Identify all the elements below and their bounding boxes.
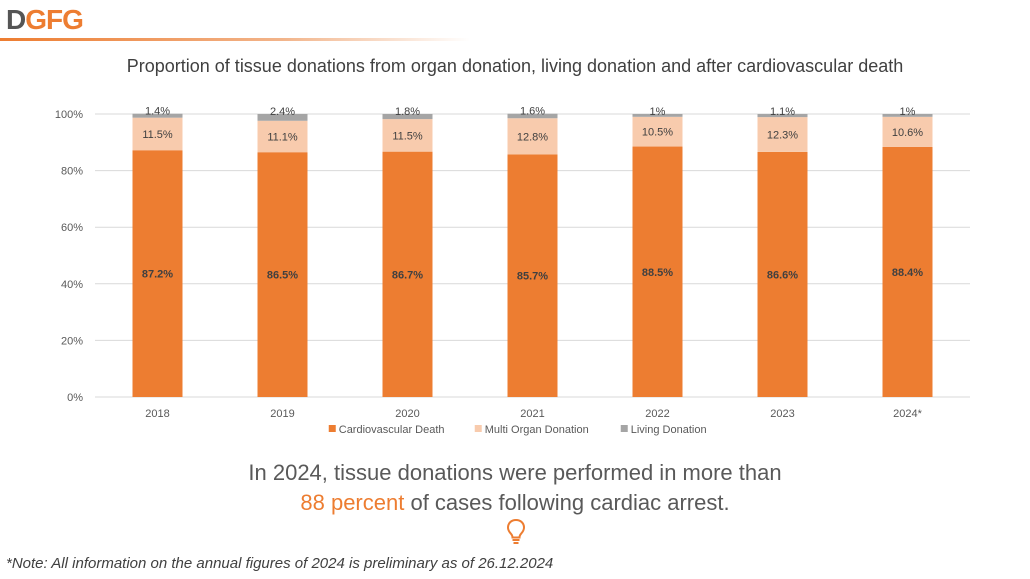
y-tick-label: 100% bbox=[55, 109, 83, 121]
statement-highlight: 88 percent bbox=[300, 490, 405, 515]
bar-segment bbox=[507, 154, 558, 397]
y-tick-label: 80% bbox=[61, 166, 83, 178]
bar-segment bbox=[632, 116, 683, 147]
x-tick-label: 2023 bbox=[770, 408, 794, 420]
data-label: 1% bbox=[900, 106, 916, 118]
bar-segment bbox=[632, 114, 683, 117]
x-tick-label: 2019 bbox=[270, 408, 294, 420]
bar-segment bbox=[257, 114, 308, 121]
bar-segment bbox=[882, 116, 933, 147]
data-label: 12.3% bbox=[767, 130, 798, 142]
x-tick-label: 2024* bbox=[893, 408, 922, 420]
dgfg-logo: DGFG bbox=[6, 4, 84, 36]
data-label: 86.7% bbox=[392, 269, 423, 281]
legend-label: Living Donation bbox=[631, 424, 707, 436]
bar-segment bbox=[382, 119, 433, 152]
data-label: 10.6% bbox=[892, 127, 923, 139]
bar-segment bbox=[257, 120, 308, 153]
x-tick-label: 2018 bbox=[145, 408, 169, 420]
legend-swatch bbox=[474, 425, 482, 432]
data-label: 10.5% bbox=[642, 127, 673, 139]
logo-underline bbox=[0, 38, 470, 41]
data-label: 86.6% bbox=[767, 269, 798, 281]
data-label: 1.1% bbox=[770, 106, 795, 118]
legend-swatch bbox=[328, 425, 336, 432]
bar-segment bbox=[882, 146, 933, 397]
logo-letter-d: D bbox=[6, 4, 26, 35]
x-tick-label: 2021 bbox=[520, 408, 544, 420]
y-tick-label: 20% bbox=[61, 335, 83, 347]
lightbulb-icon bbox=[506, 518, 526, 544]
data-label: 88.5% bbox=[642, 267, 673, 279]
legend-swatch bbox=[620, 425, 628, 432]
data-label: 1.8% bbox=[395, 106, 420, 118]
bar-segment bbox=[257, 152, 308, 397]
data-label: 86.5% bbox=[267, 270, 298, 282]
logo-letters-gfg: GFG bbox=[25, 4, 84, 35]
y-tick-label: 0% bbox=[67, 392, 83, 404]
data-label: 85.7% bbox=[517, 271, 548, 283]
y-tick-label: 40% bbox=[61, 279, 83, 291]
statement-line-2: 88 percent of cases following cardiac ar… bbox=[0, 488, 1030, 518]
bar-segment bbox=[632, 146, 683, 397]
bar-segment bbox=[757, 151, 808, 397]
bar-segment bbox=[507, 113, 558, 119]
legend-label: Cardiovascular Death bbox=[339, 424, 445, 436]
legend-label: Multi Organ Donation bbox=[485, 424, 589, 436]
data-label: 11.1% bbox=[267, 131, 298, 143]
chart-title: Proportion of tissue donations from orga… bbox=[126, 56, 904, 76]
data-label: 1% bbox=[650, 106, 666, 118]
statement-line-2-rest: of cases following cardiac arrest. bbox=[404, 490, 730, 515]
bar-segment bbox=[132, 113, 183, 118]
bar-segment bbox=[132, 150, 183, 397]
bar-segment bbox=[507, 118, 558, 155]
stacked-bar-chart: 0% 20% 40% 60% 80% 100% 87.2% 11.5% 1.4% 2018 86.5… bbox=[55, 106, 970, 436]
y-tick-label: 60% bbox=[61, 222, 83, 234]
data-label: 88.4% bbox=[892, 267, 923, 279]
summary-statement: In 2024, tissue donations were performed… bbox=[0, 458, 1030, 518]
data-label: 2.4% bbox=[270, 106, 295, 118]
bar-segment bbox=[757, 114, 808, 118]
x-tick-label: 2020 bbox=[395, 408, 419, 420]
bar-segment bbox=[132, 117, 183, 151]
data-label: 11.5% bbox=[142, 129, 173, 141]
data-label: 1.4% bbox=[145, 106, 170, 118]
bar-segment bbox=[382, 114, 433, 120]
x-tick-label: 2022 bbox=[645, 408, 669, 420]
data-label: 1.6% bbox=[520, 106, 545, 118]
bar-segment bbox=[382, 151, 433, 397]
bar-segment bbox=[882, 114, 933, 117]
statement-line-1: In 2024, tissue donations were performed… bbox=[248, 460, 782, 485]
bar-segment bbox=[757, 117, 808, 152]
data-label: 87.2% bbox=[142, 269, 173, 281]
data-label: 12.8% bbox=[517, 131, 548, 143]
footnote: *Note: All information on the annual fig… bbox=[6, 555, 554, 572]
data-label: 11.5% bbox=[392, 130, 423, 142]
